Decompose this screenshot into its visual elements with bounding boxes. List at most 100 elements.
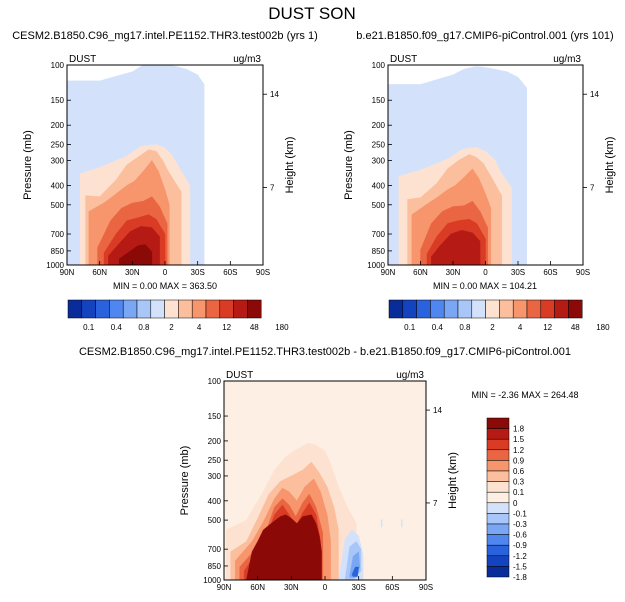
colorbar-label: -0.1 [513,509,527,518]
colorbar-swatch [416,299,431,319]
colorbar-swatch [388,299,404,319]
colorbar-swatch [554,299,569,319]
colorbar-swatch [81,299,96,319]
y-tick-label: 400 [51,181,65,190]
y-tick-label: 300 [208,472,222,481]
colorbar-swatch [486,566,510,578]
colorbar-label: 4 [518,323,523,332]
y-axis-label: Pressure (mb) [343,130,355,200]
y2-axis-label: Height (km) [284,137,296,194]
colorbar-swatch [526,299,542,319]
min-max-stats: MIN = -2.36 MAX = 264.48 [471,390,578,400]
contour-fills [224,381,426,580]
colorbar-swatch [95,299,110,319]
x-tick-label: 0 [483,268,488,277]
max-label: MAX = [157,281,189,291]
colorbar-label: -0.6 [513,531,527,540]
x-tick-label: 90S [419,583,433,592]
x-tick-label: 0 [163,268,168,277]
min-value: 0.00 [140,281,158,291]
min-max-stats: MIN = 0.00 MAX = 363.50 [113,281,217,291]
x-tick-label: 30S [191,268,205,277]
colorbar-swatch [205,299,221,319]
x-tick-label: 60S [543,268,557,277]
y2-tick-label: 7 [590,184,595,193]
y-tick-label: 400 [372,181,386,190]
colorbar-label: 0.3 [513,478,525,487]
colorbar: 0.1 0.4 0.8 2 4 12 48 180 [388,299,610,332]
colorbar-swatch [247,299,262,319]
y-tick-label: 150 [51,96,65,105]
colorbar-label: 48 [250,323,259,332]
max-label: MAX = [477,281,509,291]
x-tick-label: 0 [323,583,328,592]
colorbar-label: 0.1 [404,323,416,332]
y-tick-label: 500 [51,201,65,210]
y-tick-label: 300 [372,156,386,165]
colorbar-swatch [457,299,473,319]
panel-title: CESM2.B1850.C96_mg17.intel.PE1152.THR3.t… [12,30,318,42]
y-tick-label: 1000 [367,261,385,270]
colorbar-swatch [191,299,207,319]
x-tick-label: 60N [413,268,428,277]
colorbar-label: 0.8 [138,323,150,332]
contour-region-speck [380,519,383,528]
colorbar-swatch [67,299,83,319]
colorbar: 1.81.5 1.20.9 0.6 0.30.1 0-0.1 -0.3 -0.6-0.9 -1… [486,417,527,582]
colorbar-label: -1.8 [513,573,527,582]
x-tick-label: 90S [256,268,270,277]
colorbar-swatch [486,544,510,557]
colorbar-swatch [486,428,510,440]
x-tick-label: 60N [92,268,107,277]
colorbar-swatch [486,555,510,567]
colorbar-label: 48 [571,323,580,332]
x-tick-label: 30S [352,583,366,592]
colorbar-label: 0.8 [459,323,471,332]
y-tick-label: 100 [51,61,65,70]
colorbar-swatch [233,299,248,319]
x-tick-label: 60S [385,583,399,592]
x-tick-label: 60S [223,268,237,277]
units-label: ug/m3 [233,54,261,65]
max-value: 104.21 [510,281,538,291]
y-axis-label: Pressure (mb) [22,130,34,200]
colorbar-swatch [136,299,152,319]
y2-tick-label: 7 [270,184,275,193]
colorbar-label: 180 [275,323,289,332]
y-tick-label: 700 [208,545,222,554]
panel-title: b.e21.B1850.f09_g17.CMIP6-piControl.001 … [356,30,613,42]
y-tick-label: 1000 [46,261,64,270]
y-tick-label: 500 [372,201,386,210]
colorbar-swatch [402,299,417,319]
contour-region-speck [401,519,403,528]
y-tick-label: 250 [51,141,65,150]
y-tick-label: 250 [372,141,386,150]
colorbar-swatch [485,299,500,319]
colorbar-label: 2 [169,323,174,332]
x-tick-label: 60N [250,583,265,592]
colorbar-swatch [471,299,486,319]
colorbar-swatch [430,299,445,319]
chart-panel: CESM2.B1850.C96_mg17.intel.PE1152.THR3.t… [12,30,318,332]
colorbar-swatch [122,299,138,319]
y-tick-label: 1000 [203,576,221,585]
max-label: MAX = [519,390,551,400]
contour-region-max [246,514,322,580]
colorbar-swatch [443,299,459,319]
colorbar-label: -0.3 [513,520,527,529]
y-tick-label: 700 [51,230,65,239]
y-tick-label: 200 [372,121,386,130]
min-value: 0.00 [460,281,478,291]
colorbar-label: -1.2 [513,552,527,561]
colorbar-label: 1.5 [513,435,525,444]
y-tick-label: 500 [208,516,222,525]
colorbar-label: 1.8 [513,425,525,434]
colorbar-swatch [486,502,510,514]
colorbar-label: -1.5 [513,562,527,571]
y-tick-label: 100 [372,61,386,70]
colorbar-label: 12 [543,323,552,332]
colorbar-swatch [219,299,234,319]
chart-panel: CESM2.B1850.C96_mg17.intel.PE1152.THR3.t… [79,346,579,592]
panel-title: CESM2.B1850.C96_mg17.intel.PE1152.THR3.t… [79,346,571,358]
